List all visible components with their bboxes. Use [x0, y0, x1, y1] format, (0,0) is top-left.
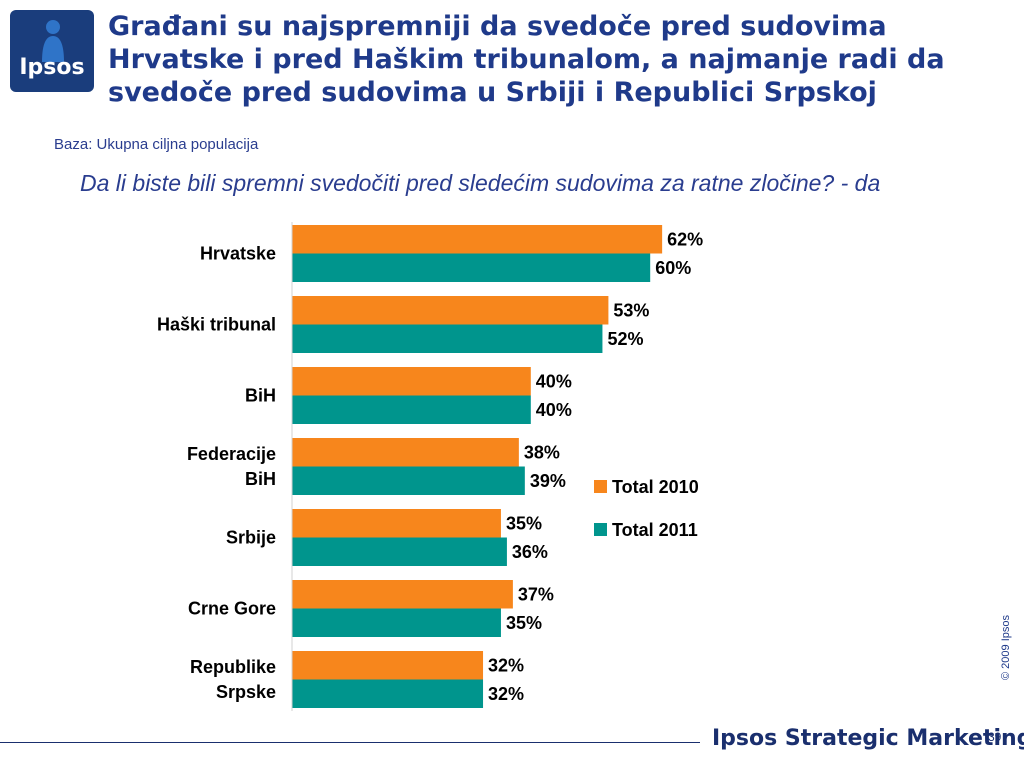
legend-label: Total 2010	[612, 477, 699, 497]
data-label: 62%	[667, 229, 703, 249]
copyright-text: © 2009 Ipsos	[1000, 615, 1012, 680]
bar	[292, 438, 519, 467]
category-label: Crne Gore	[188, 599, 276, 619]
data-label: 52%	[607, 329, 643, 349]
data-label: 37%	[518, 584, 554, 604]
ipsos-figure-icon	[42, 20, 64, 62]
data-label: 35%	[506, 513, 542, 533]
bar	[292, 225, 663, 254]
title-line: svedoče pred sudovima u Srbiji i Republi…	[108, 77, 877, 108]
category-label: Haški tribunal	[157, 315, 276, 335]
data-label: 32%	[488, 684, 524, 704]
bar	[292, 509, 501, 538]
category-label: Republike	[190, 657, 276, 677]
category-label: Federacije	[187, 444, 276, 464]
category-label: Srbije	[226, 528, 276, 548]
category-label: Hrvatske	[200, 244, 276, 264]
data-label: 38%	[524, 442, 560, 462]
page-title: Građani su najspremniji da svedoče pred …	[108, 10, 1008, 109]
data-label: 32%	[488, 655, 524, 675]
data-label: 35%	[506, 613, 542, 633]
data-label: 36%	[512, 542, 548, 562]
bar	[292, 679, 484, 708]
bar	[292, 651, 484, 680]
legend-label: Total 2011	[612, 520, 698, 540]
bar	[292, 580, 513, 609]
bar	[292, 253, 651, 282]
data-label: 39%	[530, 471, 566, 491]
bar	[292, 466, 525, 495]
bar	[292, 367, 531, 396]
bar	[292, 608, 501, 637]
category-label: BiH	[245, 386, 276, 406]
logo-text: Ipsos	[19, 55, 85, 80]
title-line: Hrvatske i pred Haškim tribunalom, a naj…	[108, 44, 945, 75]
data-label: 40%	[536, 400, 572, 420]
footer-divider	[0, 742, 700, 743]
footer-brand: Ipsos Strategic Marketing	[712, 726, 1024, 751]
ipsos-logo: Ipsos	[10, 10, 94, 92]
data-label: 53%	[613, 300, 649, 320]
base-label: Baza: Ukupna ciljna populacija	[54, 136, 259, 153]
bar	[292, 395, 531, 424]
title-line: Građani su najspremniji da svedoče pred …	[108, 11, 887, 42]
data-label: 60%	[655, 258, 691, 278]
legend-swatch	[594, 523, 607, 536]
survey-question: Da li biste bili spremni svedočiti pred …	[80, 170, 881, 196]
page-number: 39	[988, 730, 1002, 744]
bar	[292, 324, 603, 353]
data-label: 40%	[536, 371, 572, 391]
legend-swatch	[594, 480, 607, 493]
category-label: BiH	[245, 469, 276, 489]
category-label: Srpske	[216, 682, 276, 702]
bar	[292, 296, 609, 325]
bar	[292, 537, 507, 566]
